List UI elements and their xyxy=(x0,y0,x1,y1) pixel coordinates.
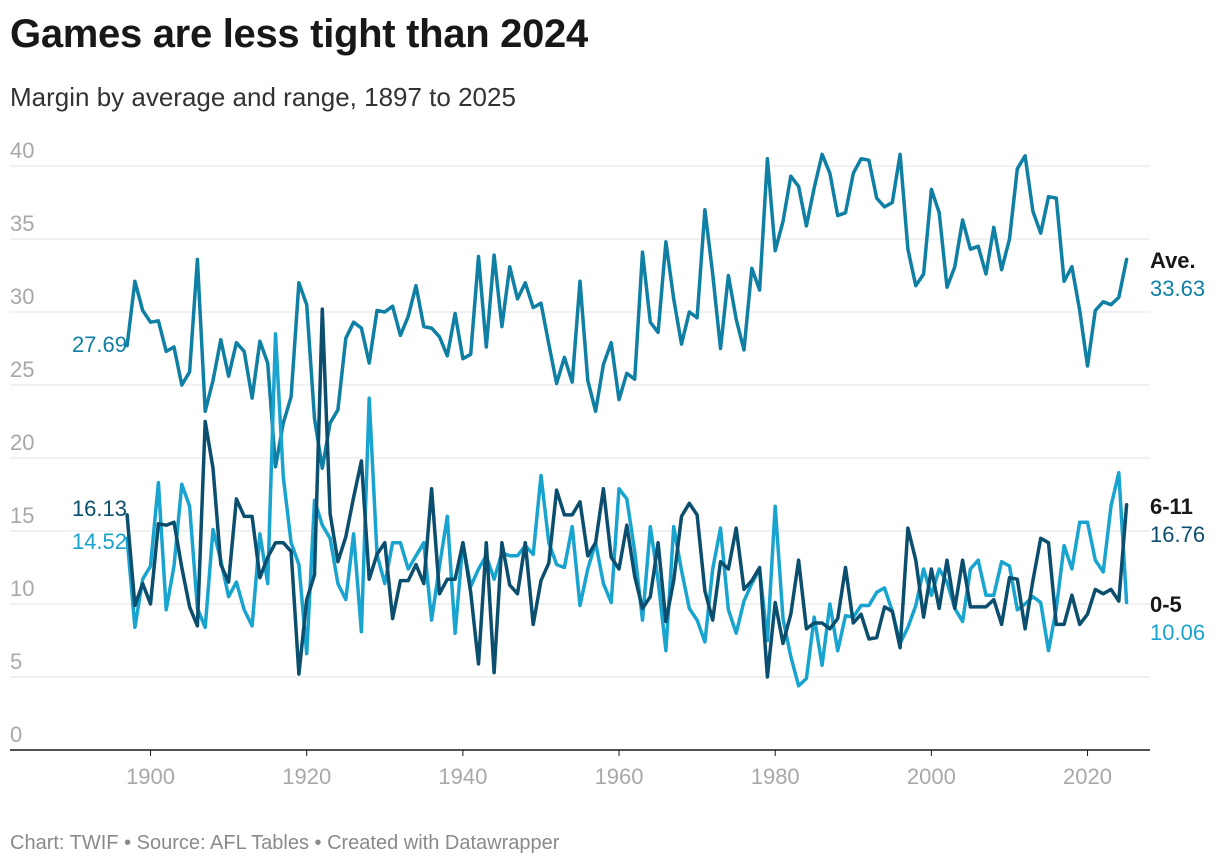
x-tick-label: 1940 xyxy=(438,764,487,789)
series-end-label: 16.76 xyxy=(1150,522,1205,547)
y-tick-label: 15 xyxy=(10,503,34,528)
chart-title: Games are less tight than 2024 xyxy=(10,12,588,56)
y-tick-label: 5 xyxy=(10,649,22,674)
series-line-0-5 xyxy=(125,332,1129,688)
series-start-label: 16.13 xyxy=(72,496,127,521)
series-name-label: Ave. xyxy=(1150,248,1196,273)
series-lines xyxy=(125,152,1129,688)
series-end-label: 10.06 xyxy=(1150,620,1205,645)
y-tick-label: 40 xyxy=(10,138,34,163)
x-tick-label: 2000 xyxy=(907,764,956,789)
series-name-label: 0-5 xyxy=(1150,592,1182,617)
y-tick-label: 35 xyxy=(10,211,34,236)
y-tick-label: 25 xyxy=(10,357,34,382)
y-axis-ticks: 0 5 10 15 20 25 30 35 40 xyxy=(10,138,34,747)
x-tick-label: 1980 xyxy=(751,764,800,789)
y-tick-label: 20 xyxy=(10,430,34,455)
y-tick-label: 10 xyxy=(10,576,34,601)
series-start-label: 14.52 xyxy=(72,529,127,554)
series-labels: 27.69 Ave. 33.63 16.13 6-11 16.76 14.52 0-5 10.0… xyxy=(72,248,1205,645)
x-tick-label: 1960 xyxy=(595,764,644,789)
series-line-6-11 xyxy=(125,307,1129,679)
x-tick-label: 1920 xyxy=(282,764,331,789)
series-start-label: 27.69 xyxy=(72,332,127,357)
series-name-label: 6-11 xyxy=(1150,494,1193,519)
series-line-ave- xyxy=(125,152,1129,470)
y-tick-label: 30 xyxy=(10,284,34,309)
x-axis-ticks: 1900 1920 1940 1960 1980 2000 2020 xyxy=(126,750,1112,789)
x-tick-label: 2020 xyxy=(1063,764,1112,789)
series-end-label: 33.63 xyxy=(1150,276,1205,301)
chart-footer: Chart: TWIF • Source: AFL Tables • Creat… xyxy=(10,832,560,854)
chart-subtitle: Margin by average and range, 1897 to 202… xyxy=(10,82,516,112)
x-tick-label: 1900 xyxy=(126,764,175,789)
y-tick-label: 0 xyxy=(10,722,22,747)
